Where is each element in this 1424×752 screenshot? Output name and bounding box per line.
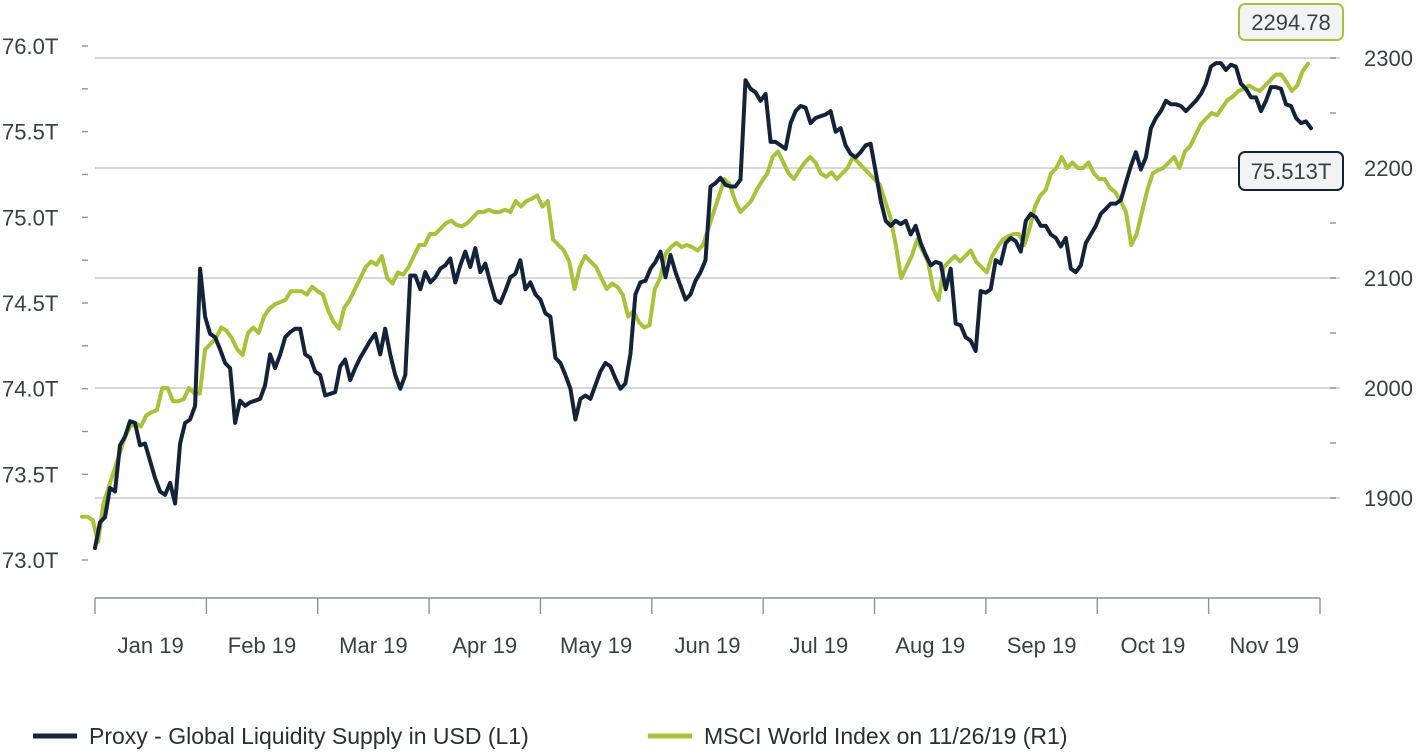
callout-msci-box — [1238, 3, 1344, 41]
right-axis-tick-label: 2300 — [1364, 46, 1413, 71]
left-axis-tick-label: 74.0T — [2, 377, 58, 402]
left-axis-tick-label: 76.0T — [2, 34, 58, 59]
callout-msci-label: 2294.78 — [1251, 10, 1331, 35]
left-axis-tick-label: 73.0T — [2, 548, 58, 573]
series-line-msci — [80, 61, 1310, 544]
x-axis-tick-label: Feb 19 — [228, 633, 297, 658]
right-axis-tick-label: 2100 — [1364, 266, 1413, 291]
callout-liquidity-box — [1238, 151, 1344, 191]
x-axis-tick-label: Oct 19 — [1121, 633, 1186, 658]
x-axis-tick-label: May 19 — [560, 633, 632, 658]
callout-liquidity-label: 75.513T — [1251, 159, 1332, 184]
x-axis-tick-label: Nov 19 — [1229, 633, 1299, 658]
x-axis-tick-label: Sep 19 — [1007, 633, 1077, 658]
legend-label-liquidity: Proxy - Global Liquidity Supply in USD (… — [89, 723, 529, 749]
right-axis-tick-label: 1900 — [1364, 486, 1413, 511]
legend-label-msci: MSCI World Index on 11/26/19 (R1) — [704, 723, 1068, 749]
left-axis-tick-label: 73.5T — [2, 462, 58, 487]
left-axis-tick-label: 74.5T — [2, 291, 58, 316]
right-axis-tick-label: 2000 — [1364, 376, 1413, 401]
right-axis-tick-label: 2200 — [1364, 156, 1413, 181]
x-axis-tick-label: Jun 19 — [674, 633, 740, 658]
x-axis-tick-label: Jul 19 — [790, 633, 849, 658]
x-axis-tick-label: Apr 19 — [452, 633, 517, 658]
left-axis-tick-label: 75.0T — [2, 205, 58, 230]
x-axis-tick-label: Mar 19 — [339, 633, 407, 658]
x-axis-tick-label: Jan 19 — [118, 633, 184, 658]
series-line-liquidity — [93, 61, 1313, 550]
left-axis-tick-label: 75.5T — [2, 120, 58, 145]
x-axis-tick-label: Aug 19 — [895, 633, 965, 658]
